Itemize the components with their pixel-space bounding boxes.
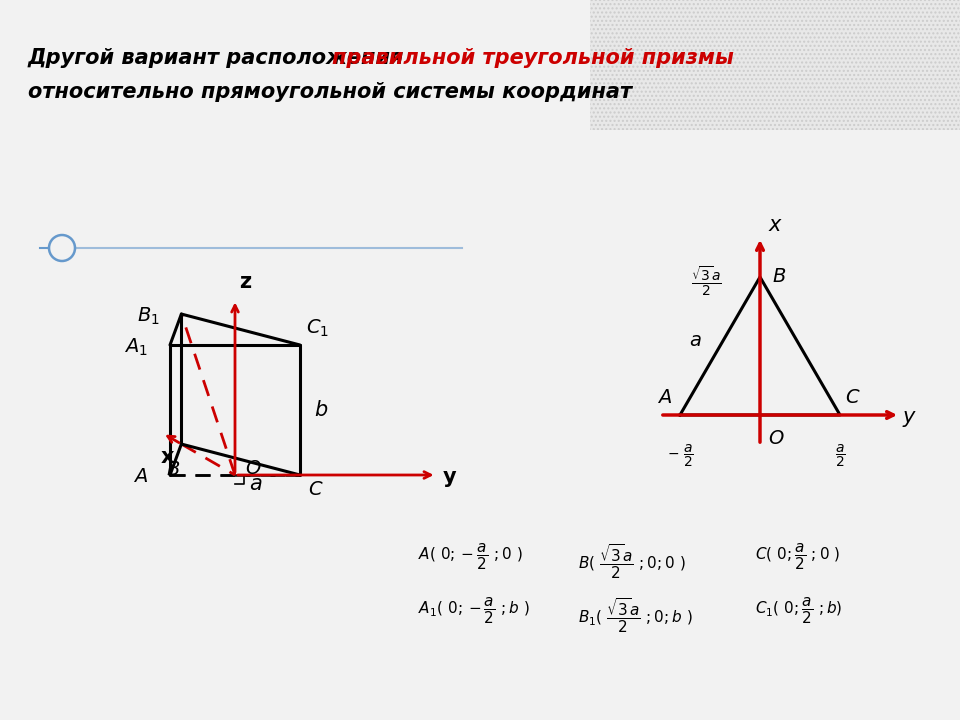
Text: $a$: $a$ bbox=[249, 474, 262, 493]
Text: Другой вариант расположения: Другой вариант расположения bbox=[28, 48, 412, 68]
FancyBboxPatch shape bbox=[590, 0, 960, 130]
Text: $B$: $B$ bbox=[772, 268, 786, 287]
Text: $-\ \dfrac{a}{2}$: $-\ \dfrac{a}{2}$ bbox=[666, 443, 693, 469]
Text: $B_1$: $B_1$ bbox=[136, 305, 159, 327]
Text: $y$: $y$ bbox=[902, 409, 917, 429]
Text: $A_1$: $A_1$ bbox=[124, 336, 148, 358]
Text: $C(\ 0;\dfrac{a}{2}\ ;0\ )$: $C(\ 0;\dfrac{a}{2}\ ;0\ )$ bbox=[755, 542, 840, 572]
Text: $C$: $C$ bbox=[845, 388, 860, 407]
Text: $B_1(\ \dfrac{\sqrt{3}a}{2}\ ;0;b\ )$: $B_1(\ \dfrac{\sqrt{3}a}{2}\ ;0;b\ )$ bbox=[578, 596, 693, 635]
Text: y: y bbox=[443, 467, 456, 487]
Text: x: x bbox=[160, 447, 174, 467]
Text: $A_1(\ 0;-\dfrac{a}{2}\ ;b\ )$: $A_1(\ 0;-\dfrac{a}{2}\ ;b\ )$ bbox=[418, 596, 530, 626]
Text: $x$: $x$ bbox=[768, 215, 783, 235]
Text: $A$: $A$ bbox=[133, 467, 148, 487]
Text: $b$: $b$ bbox=[314, 400, 328, 420]
Text: $C_1(\ 0;\dfrac{a}{2}\ ;b)$: $C_1(\ 0;\dfrac{a}{2}\ ;b)$ bbox=[755, 596, 843, 626]
Text: $C$: $C$ bbox=[308, 480, 324, 499]
Text: $B(\ \dfrac{\sqrt{3}a}{2}\ ;0;0\ )$: $B(\ \dfrac{\sqrt{3}a}{2}\ ;0;0\ )$ bbox=[578, 542, 685, 581]
Text: $C_1$: $C_1$ bbox=[306, 318, 329, 339]
Text: $a$: $a$ bbox=[689, 331, 702, 350]
Text: z: z bbox=[239, 271, 252, 292]
Text: $A$: $A$ bbox=[657, 388, 672, 407]
Text: $A(\ 0;-\dfrac{a}{2}\ ;0\ )$: $A(\ 0;-\dfrac{a}{2}\ ;0\ )$ bbox=[418, 542, 522, 572]
Text: $O$: $O$ bbox=[245, 459, 261, 479]
Text: $B$: $B$ bbox=[166, 460, 180, 479]
Text: $\dfrac{\sqrt{3}a}{2}$: $\dfrac{\sqrt{3}a}{2}$ bbox=[691, 264, 722, 297]
Text: правильной треугольной призмы: правильной треугольной призмы bbox=[332, 48, 733, 68]
Text: относительно прямоугольной системы координат: относительно прямоугольной системы коорд… bbox=[28, 82, 632, 102]
Text: $O$: $O$ bbox=[768, 429, 784, 448]
Text: $\dfrac{a}{2}$: $\dfrac{a}{2}$ bbox=[834, 443, 846, 469]
